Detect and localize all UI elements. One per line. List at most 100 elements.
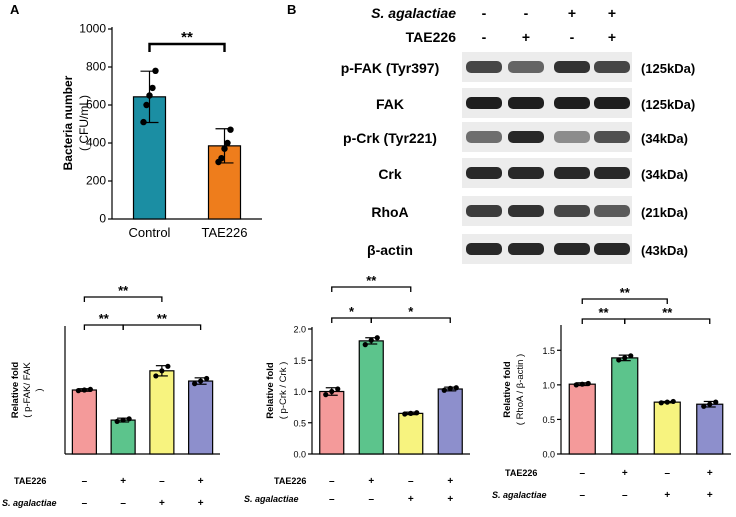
- blot-band: [508, 243, 544, 255]
- blot-band: [508, 97, 544, 109]
- treatment-sign: +: [447, 476, 453, 487]
- bar: [437, 388, 463, 455]
- significance-label: *: [408, 304, 414, 319]
- treatment-sign: –: [159, 476, 165, 487]
- condition-sign: -: [482, 5, 487, 21]
- significance-label: *: [349, 304, 355, 319]
- data-point: [114, 418, 120, 424]
- data-point: [447, 385, 453, 391]
- treatment-sign: –: [329, 494, 335, 505]
- condition-sign: -: [570, 29, 575, 45]
- data-point: [707, 401, 713, 407]
- condition-sign: +: [608, 29, 616, 45]
- y-tick-label: 0: [99, 212, 106, 226]
- data-point: [579, 381, 585, 387]
- treatment-sign: +: [707, 490, 713, 501]
- y-tick-label: 200: [86, 174, 106, 188]
- data-point: [143, 101, 150, 109]
- significance-label: **: [118, 283, 129, 298]
- data-point: [664, 399, 670, 405]
- data-point: [616, 357, 622, 363]
- condition-label-tae226: TAE226: [406, 29, 457, 45]
- treatment-sign: –: [82, 498, 88, 509]
- treatment-sign: +: [408, 494, 414, 505]
- significance-label: **: [620, 285, 631, 300]
- data-point: [323, 392, 329, 398]
- data-point: [670, 398, 676, 405]
- data-point: [140, 118, 147, 126]
- data-point: [622, 355, 628, 361]
- blot-band: [508, 131, 544, 143]
- condition-sign: -: [524, 5, 529, 21]
- data-point: [408, 410, 414, 416]
- x-tick-label: TAE226: [201, 225, 247, 240]
- panel-label-b: B: [287, 2, 296, 17]
- treatment-sign: –: [368, 494, 374, 505]
- blot-band: [594, 97, 630, 109]
- data-point: [192, 381, 198, 387]
- data-point: [152, 67, 159, 75]
- band-size: (34kDa): [641, 131, 688, 146]
- treatment-label-tae226: TAE226: [274, 476, 306, 486]
- treatment-sign: –: [329, 476, 335, 487]
- significance-bracket: [83, 296, 163, 302]
- blot-band: [466, 167, 502, 179]
- band-size: (43kDa): [641, 243, 688, 258]
- data-point: [221, 145, 228, 152]
- condition-sign: +: [568, 5, 576, 21]
- blot-band: [594, 205, 630, 217]
- data-point: [126, 416, 132, 422]
- bar: [149, 370, 175, 455]
- y-tick-label: 0.0: [293, 450, 306, 460]
- bar: [696, 403, 724, 455]
- data-point: [218, 155, 225, 162]
- significance-label: **: [366, 273, 377, 288]
- bar: [568, 383, 596, 455]
- chart-c3: 0.0 0.5 1.0 1.5 Relative fold( RhoA / β-acti…: [492, 285, 731, 501]
- treatment-sign: –: [664, 468, 670, 479]
- data-point: [368, 337, 374, 343]
- y-axis-label: ): [34, 388, 45, 391]
- y-axis-label: ( p-Crk / Crk ): [278, 362, 289, 420]
- chart-c2: 0.0 0.5 1.0 1.5 2.0 Relative fold( p-Crk / Cr…: [244, 273, 470, 505]
- y-axis-label: Relative fold: [265, 362, 276, 419]
- data-point: [713, 399, 719, 405]
- y-axis-label: Relative fold: [10, 362, 21, 419]
- blot-band: [466, 243, 502, 255]
- data-point: [414, 410, 420, 416]
- treatment-label-agalactiae: S. agalactiae: [244, 494, 299, 504]
- blot-band: [554, 97, 590, 109]
- treatment-sign: –: [622, 490, 628, 501]
- bar: [110, 419, 136, 455]
- band-label: FAK: [376, 96, 404, 112]
- significance-bracket: [624, 318, 711, 324]
- bar: [188, 380, 214, 455]
- data-point: [374, 335, 380, 341]
- y-tick-label: 600: [86, 98, 106, 112]
- bar: [611, 357, 639, 455]
- data-point: [204, 375, 210, 382]
- data-point: [402, 411, 408, 417]
- treatment-sign: +: [664, 490, 670, 501]
- bar: [358, 340, 384, 455]
- bar: [71, 389, 97, 455]
- y-axis-label: Relative fold: [502, 361, 513, 418]
- blot-band: [554, 205, 590, 217]
- data-point: [585, 380, 591, 387]
- band-label: p-Crk (Tyr221): [343, 130, 437, 146]
- data-point: [146, 92, 153, 99]
- significance-bracket: [581, 298, 668, 304]
- y-tick-label: 1.5: [293, 356, 306, 366]
- y-tick-label: 400: [86, 136, 106, 150]
- treatment-sign: –: [579, 468, 585, 479]
- y-axis-label: ( RhoA / β-actin ): [515, 354, 526, 425]
- blot-band: [508, 167, 544, 179]
- treatment-sign: +: [159, 498, 165, 509]
- data-point: [453, 385, 459, 391]
- data-point: [75, 388, 81, 394]
- y-tick-label: 0.0: [542, 450, 555, 460]
- blot-band: [554, 61, 590, 73]
- treatment-sign: –: [408, 476, 414, 487]
- treatment-label-tae226: TAE226: [14, 476, 46, 486]
